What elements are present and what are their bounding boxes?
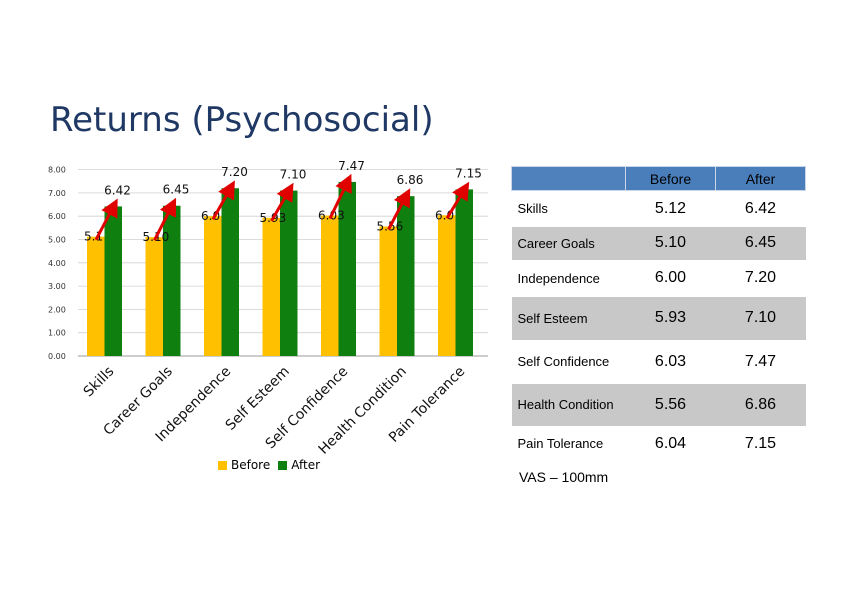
- data-label-after: 7.15: [455, 166, 482, 180]
- table-row-label: Self Esteem: [511, 296, 626, 340]
- table-row: Health Condition 5.56 6.86: [511, 383, 806, 426]
- table-cell-after: 7.20: [715, 259, 806, 297]
- legend-swatch-after: [278, 460, 288, 470]
- change-arrow: [387, 188, 411, 231]
- table-header-after: After: [715, 166, 806, 191]
- table-row: Self Esteem 5.93 7.10: [511, 296, 806, 340]
- y-tick-label: 0.00: [48, 352, 66, 361]
- bar-before: [438, 215, 456, 356]
- change-arrow: [153, 197, 177, 241]
- bar-after: [104, 206, 122, 356]
- bar-before: [145, 237, 163, 356]
- table-header-row: Before After: [511, 166, 806, 191]
- y-tick-label: 3.00: [48, 282, 66, 291]
- scale-note: VAS – 100mm: [519, 469, 609, 485]
- legend-swatch-before: [218, 460, 227, 470]
- y-tick-label: 2.00: [48, 305, 66, 314]
- table-cell-before: 5.10: [625, 226, 716, 260]
- x-tick-label: Skills: [81, 364, 118, 401]
- data-label-after: 7.10: [280, 168, 307, 182]
- table-cell-after: 7.10: [715, 296, 806, 340]
- table-cell-before: 6.04: [625, 425, 716, 462]
- table-row: Self Confidence 6.03 7.47: [511, 339, 806, 384]
- bar-before: [262, 217, 280, 356]
- bar-after: [221, 188, 239, 356]
- bar-before: [379, 226, 397, 356]
- page-title: Returns (Psychosocial): [50, 100, 434, 140]
- legend-label-before: Before: [231, 458, 271, 472]
- bar-after: [455, 189, 473, 356]
- table-cell-after: 6.86: [715, 383, 806, 426]
- bar-after: [280, 190, 298, 356]
- bar-before: [204, 216, 222, 356]
- bar-after: [397, 196, 415, 356]
- bar-before: [87, 236, 105, 356]
- table-cell-before: 6.00: [625, 259, 716, 297]
- table-cell-after: 6.42: [715, 190, 806, 227]
- table-row-label: Career Goals: [511, 226, 626, 260]
- table-row: Career Goals 5.10 6.45: [511, 226, 806, 260]
- table-cell-after: 6.45: [715, 226, 806, 260]
- table-row-label: Pain Tolerance: [511, 425, 626, 462]
- change-arrow: [94, 198, 118, 241]
- bar-after: [338, 181, 356, 356]
- table-row-label: Independence: [511, 259, 626, 297]
- y-tick-label: 5.00: [48, 236, 66, 245]
- bar-before: [321, 215, 339, 356]
- legend-label-after: After: [291, 458, 321, 472]
- change-arrow: [445, 181, 470, 220]
- table-cell-before: 6.03: [625, 339, 716, 384]
- table-row: Skills 5.12 6.42: [511, 190, 806, 227]
- legend-item-before: Before: [218, 458, 270, 472]
- table-cell-after: 7.47: [715, 339, 806, 384]
- y-tick-label: 7.00: [48, 189, 66, 198]
- table-row: Pain Tolerance 6.04 7.15: [511, 425, 806, 462]
- data-label-after: 7.47: [338, 159, 365, 173]
- y-tick-label: 6.00: [48, 212, 66, 221]
- y-tick-label: 8.00: [48, 166, 66, 175]
- table-cell-after: 7.15: [715, 425, 806, 462]
- data-label-after: 6.86: [397, 173, 424, 187]
- bar-after: [163, 205, 181, 356]
- change-arrow: [328, 173, 352, 220]
- results-table: Before After Skills 5.12 6.42 Career Goa…: [511, 166, 806, 462]
- table-cell-before: 5.12: [625, 190, 716, 227]
- table-header-blank: [511, 166, 626, 191]
- table-row-label: Self Confidence: [511, 339, 626, 384]
- change-arrow: [270, 182, 294, 222]
- table-cell-before: 5.93: [625, 296, 716, 340]
- table-row-label: Health Condition: [511, 383, 626, 426]
- y-tick-label: 4.00: [48, 259, 66, 268]
- chart-legend: Before After: [218, 458, 328, 472]
- y-tick-label: 1.00: [48, 329, 66, 338]
- table-header-before: Before: [625, 166, 716, 191]
- legend-item-after: After: [278, 458, 320, 472]
- table-cell-before: 5.56: [625, 383, 716, 426]
- table-row-label: Skills: [511, 190, 626, 227]
- data-label-after: 7.20: [221, 165, 248, 179]
- table-row: Independence 6.00 7.20: [511, 259, 806, 297]
- data-label-after: 6.42: [104, 183, 131, 197]
- change-arrow: [211, 180, 235, 220]
- data-label-after: 6.45: [163, 183, 190, 197]
